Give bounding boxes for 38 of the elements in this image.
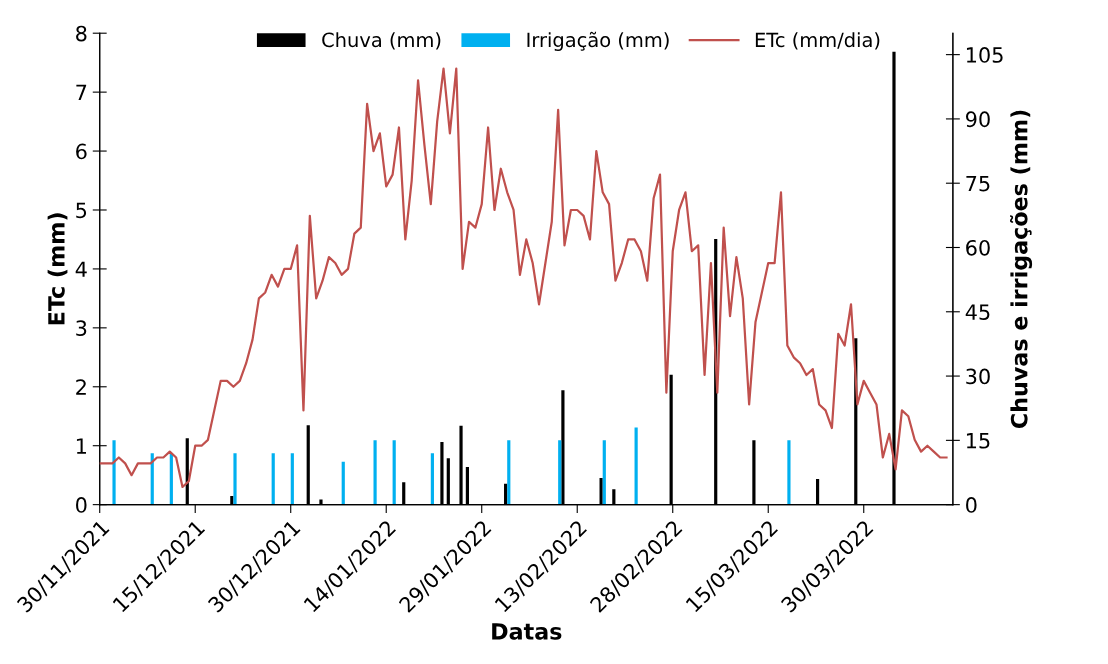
y2-tick-label: 30	[966, 368, 990, 385]
y2-tick-label: 0	[966, 497, 977, 513]
y2-tick-label: 15	[966, 433, 990, 449]
y2-tick-label: 60	[966, 239, 990, 256]
bar	[271, 453, 275, 505]
bar	[602, 440, 606, 505]
y-tick-label: 1	[76, 438, 86, 454]
bar	[787, 440, 791, 505]
bar	[290, 453, 294, 505]
legend-label: ETc (mm/dia)	[755, 32, 880, 50]
bar	[558, 440, 562, 505]
bar	[392, 440, 396, 505]
y-tick-label: 3	[76, 320, 87, 337]
bar	[373, 440, 377, 505]
y-tick-label: 6	[76, 143, 87, 160]
y-tick-label: 0	[76, 497, 87, 513]
y2-tick-label: 45	[965, 304, 990, 320]
bar	[233, 453, 237, 505]
y-axis-title: ETc (mm)	[47, 213, 68, 325]
y-tick-label: 7	[76, 84, 87, 101]
bar	[430, 453, 434, 505]
legend-label: Chuva (mm)	[322, 32, 441, 50]
bar	[634, 427, 638, 505]
x-axis-title: Datas	[492, 623, 562, 640]
y2-tick-label: 90	[966, 111, 990, 128]
bar	[341, 461, 345, 505]
y-tick-label: 8	[76, 25, 87, 42]
y-tick-label: 2	[76, 379, 86, 395]
legend-label: Irrigação (mm)	[527, 31, 669, 51]
y-tick-label: 5	[76, 202, 87, 219]
y2-axis-title: Chuvas e irrigações (mm)	[1010, 110, 1033, 428]
y2-tick-label: 105	[966, 47, 1003, 63]
y2-tick-label: 75	[966, 175, 990, 192]
bar	[112, 440, 116, 505]
bar	[507, 440, 511, 505]
line-series	[99, 67, 948, 489]
y-tick-label: 4	[75, 261, 87, 277]
bar	[169, 453, 173, 505]
